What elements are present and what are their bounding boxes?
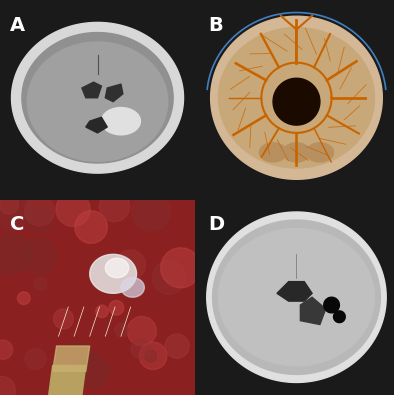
Polygon shape [300, 297, 326, 325]
Polygon shape [96, 305, 108, 318]
Polygon shape [0, 196, 19, 214]
Polygon shape [0, 376, 15, 395]
Polygon shape [277, 282, 312, 301]
Polygon shape [131, 339, 151, 359]
Polygon shape [161, 248, 201, 288]
Polygon shape [109, 301, 124, 315]
Polygon shape [139, 342, 167, 370]
Polygon shape [90, 254, 137, 293]
Polygon shape [105, 84, 123, 102]
Polygon shape [115, 250, 145, 280]
Polygon shape [54, 309, 74, 329]
Polygon shape [101, 107, 140, 135]
Polygon shape [86, 117, 107, 133]
Polygon shape [24, 196, 55, 226]
Polygon shape [34, 278, 47, 290]
Polygon shape [121, 278, 144, 297]
Polygon shape [99, 191, 130, 222]
Polygon shape [213, 220, 380, 374]
Polygon shape [53, 346, 90, 371]
Polygon shape [59, 342, 94, 377]
Polygon shape [207, 212, 386, 382]
Polygon shape [259, 143, 287, 162]
Polygon shape [132, 192, 171, 231]
Polygon shape [21, 238, 57, 274]
Polygon shape [306, 143, 334, 162]
Polygon shape [273, 78, 320, 125]
Text: C: C [10, 215, 24, 234]
Polygon shape [56, 192, 90, 226]
Polygon shape [25, 348, 46, 370]
Polygon shape [283, 143, 310, 162]
Polygon shape [82, 82, 101, 98]
Polygon shape [127, 316, 156, 346]
Polygon shape [22, 32, 173, 163]
Polygon shape [324, 297, 339, 313]
Polygon shape [52, 356, 64, 369]
Polygon shape [115, 324, 128, 337]
Polygon shape [105, 258, 129, 278]
Polygon shape [0, 233, 32, 275]
Polygon shape [218, 229, 374, 366]
Polygon shape [334, 311, 345, 323]
Polygon shape [17, 292, 30, 305]
Text: B: B [209, 16, 223, 35]
Text: A: A [10, 16, 25, 35]
Polygon shape [145, 350, 156, 362]
Polygon shape [75, 354, 109, 388]
Polygon shape [27, 42, 168, 162]
Polygon shape [11, 23, 184, 173]
Polygon shape [49, 365, 86, 395]
Polygon shape [0, 200, 195, 395]
Polygon shape [211, 16, 382, 179]
Polygon shape [26, 207, 53, 233]
Text: D: D [209, 215, 225, 234]
Polygon shape [218, 28, 374, 168]
Polygon shape [165, 334, 189, 358]
Polygon shape [0, 340, 13, 359]
Polygon shape [0, 189, 33, 231]
Polygon shape [75, 211, 108, 243]
Polygon shape [152, 261, 186, 294]
